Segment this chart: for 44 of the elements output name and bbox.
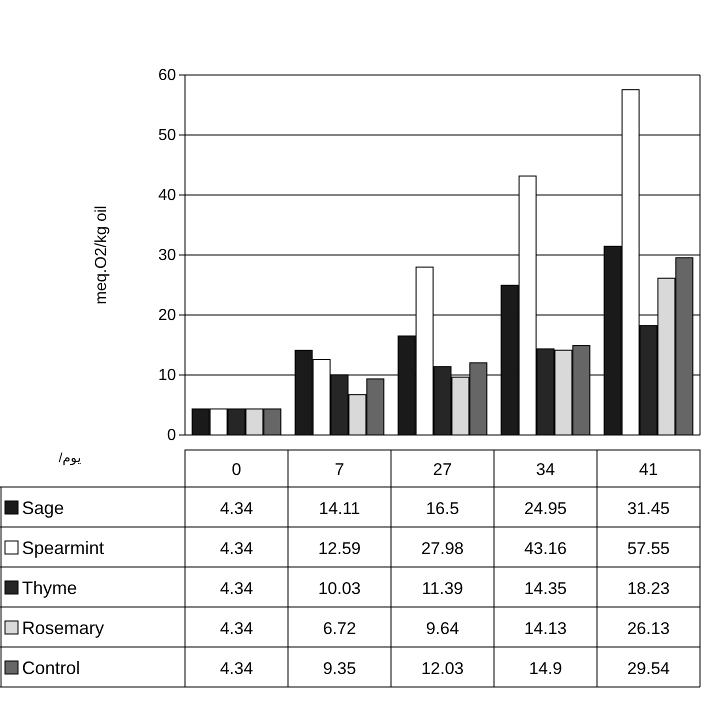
y-axis-title: meq.O2/kg oil bbox=[93, 206, 110, 304]
data-label: 27.98 bbox=[421, 539, 464, 558]
y-tick-label: 50 bbox=[158, 127, 176, 144]
data-label: 14.11 bbox=[318, 499, 360, 518]
legend-label: Rosemary bbox=[22, 618, 104, 638]
data-label: 43.16 bbox=[524, 539, 567, 558]
data-label: 6.72 bbox=[322, 619, 356, 638]
y-tick-label: 20 bbox=[158, 307, 176, 324]
data-label: 4.34 bbox=[220, 579, 254, 598]
data-label: 29.54 bbox=[627, 659, 670, 678]
x-tick-label: 34 bbox=[536, 460, 555, 479]
x-tick-label: 41 bbox=[639, 460, 658, 479]
data-label: 9.64 bbox=[426, 619, 460, 638]
x-tick-label: 7 bbox=[334, 460, 344, 479]
data-label: 12.03 bbox=[421, 659, 464, 678]
legend-label: Sage bbox=[22, 498, 64, 518]
x-tick-label: 27 bbox=[433, 460, 452, 479]
legend-label: Control bbox=[22, 658, 80, 678]
legend-label: Thyme bbox=[22, 578, 78, 598]
data-label: 4.34 bbox=[220, 539, 254, 558]
data-label: 31.45 bbox=[627, 499, 670, 518]
text: /يوم bbox=[58, 450, 82, 466]
y-tick-label: 60 bbox=[158, 67, 176, 84]
y-tick-label: 30 bbox=[158, 247, 176, 264]
data-label: 11.39 bbox=[422, 579, 464, 598]
data-label: 57.55 bbox=[627, 539, 670, 558]
data-label: 4.34 bbox=[220, 659, 254, 678]
y-tick-label: 0 bbox=[167, 427, 176, 444]
y-tick-label: 40 bbox=[158, 187, 176, 204]
data-label: 4.34 bbox=[220, 499, 254, 518]
data-label: 18.23 bbox=[627, 579, 670, 598]
data-label: 10.03 bbox=[318, 579, 361, 598]
data-label: 4.34 bbox=[220, 619, 254, 638]
x-tick-label: 0 bbox=[232, 460, 242, 479]
data-label: 16.5 bbox=[426, 499, 460, 518]
data-label: 14.9 bbox=[528, 659, 562, 678]
data-label: 14.13 bbox=[524, 619, 567, 638]
y-tick-label: 10 bbox=[158, 367, 176, 384]
data-label: 14.35 bbox=[524, 579, 567, 598]
data-label: 9.35 bbox=[322, 659, 356, 678]
legend-label: Spearmint bbox=[22, 538, 104, 558]
data-label: 24.95 bbox=[524, 499, 567, 518]
data-label: 26.13 bbox=[627, 619, 670, 638]
data-label: 12.59 bbox=[318, 539, 361, 558]
